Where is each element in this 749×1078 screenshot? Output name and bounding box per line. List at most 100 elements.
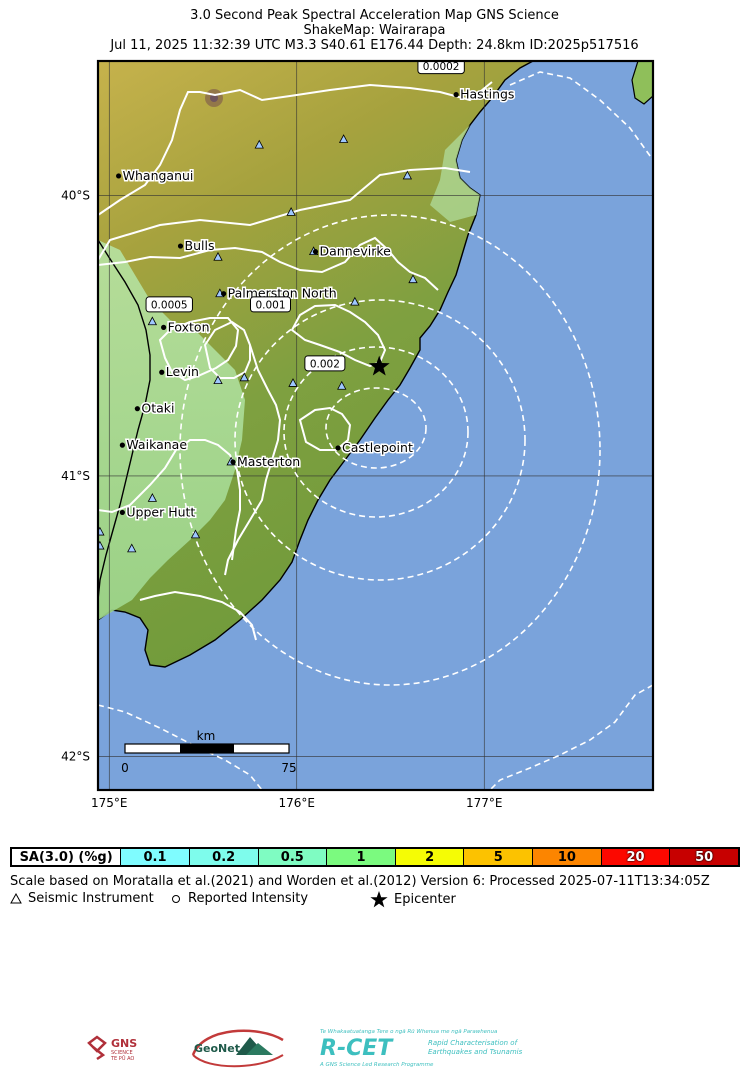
- seismic-instrument-triangle: [213, 375, 223, 385]
- key-instrument-label: Seismic Instrument: [28, 891, 154, 906]
- place-dot: [177, 243, 184, 249]
- place-dot: [465, 50, 470, 55]
- contour-label-box: [417, 61, 465, 75]
- seismic-instrument-triangle: [338, 134, 349, 143]
- rcet-logo-text: R-CET: [320, 1036, 394, 1061]
- lat-lon-grid: [98, 61, 653, 790]
- key-intensity: Reported Intensity: [170, 891, 308, 906]
- key-intensity-label: Reported Intensity: [188, 891, 309, 906]
- triangle-icon: [10, 893, 22, 904]
- geonet-logo: GeoNet: [188, 1025, 288, 1070]
- seismic-instrument-triangle: [408, 274, 418, 284]
- contour-label-text: 0.0005: [151, 299, 188, 311]
- seismic-instrument-triangle: [286, 207, 296, 216]
- scale-bar: km 0 75: [121, 729, 296, 775]
- legend-bin: 2: [394, 849, 464, 865]
- epicenter-star-icon: [368, 355, 390, 376]
- seismic-instrument-triangle: [288, 378, 298, 387]
- legend-bin: 50: [669, 849, 738, 865]
- seismic-instrument-triangle: [402, 170, 413, 180]
- place-dot: [159, 369, 165, 375]
- legend-bin: 1: [326, 849, 395, 865]
- circle-icon: [172, 895, 180, 903]
- rcet-logo-sub2: Earthquakes and Tsunamis: [428, 1048, 523, 1056]
- gns-logo: GNS SCIENCE TE PŪ AO: [85, 1025, 150, 1070]
- rcet-logo-tagline: Te Whakaatuatanga Tere o ngā Rū Whenua m…: [320, 1029, 498, 1035]
- place-dot: [312, 249, 319, 255]
- place-label: Otaki: [141, 401, 174, 416]
- contour-label-text: 0.002: [310, 358, 340, 370]
- place-label: Hastings: [460, 87, 514, 102]
- map-title-line-1: 3.0 Second Peak Spectral Acceleration Ma…: [190, 8, 559, 23]
- seismic-instrument-triangle: [127, 543, 137, 553]
- place-label: Upper Hutt: [126, 504, 195, 519]
- scale-footnote: Scale based on Moratalla et al.(2021) an…: [10, 874, 710, 889]
- legend-bin: 10: [532, 849, 601, 865]
- scale-bar-start: 0: [121, 761, 129, 775]
- contour-labels: 0.0002 0.0005 0.001 0.002: [145, 61, 465, 372]
- geonet-logo-icon: GeoNet: [191, 1029, 284, 1068]
- place-dot: [221, 291, 227, 297]
- seismic-instrument-triangle: [147, 493, 158, 502]
- place-label: Foxton: [168, 319, 210, 334]
- seismic-instrument-triangle: [213, 251, 223, 261]
- seismic-instrument-triangle: [350, 296, 360, 306]
- seismic-instrument-triangle: [98, 540, 105, 550]
- place-label: Whanganui: [123, 168, 194, 183]
- place-dot: [230, 459, 236, 465]
- place-label: Napier: [471, 45, 513, 60]
- map-frame: [96, 59, 655, 792]
- key-epicenter-label: Epicenter: [394, 892, 456, 907]
- key-instrument: Seismic Instrument: [10, 891, 154, 906]
- place-dot: [119, 509, 125, 516]
- seismic-instrument-triangle: [147, 316, 158, 326]
- map-title-line-3: Jul 11, 2025 11:32:39 UTC M3.3 S40.61 E1…: [110, 38, 639, 53]
- seismic-instrument-triangle: [98, 526, 105, 536]
- place-label: Dannevirke: [320, 244, 392, 259]
- legend-bin: 5: [463, 849, 533, 865]
- gns-logo-sub1: SCIENCE: [111, 1050, 133, 1056]
- rcet-logo: Te Whakaatuatanga Tere o ngā Rū Whenua m…: [318, 1025, 538, 1070]
- place-dot: [453, 92, 459, 98]
- seismic-instrument-triangle: [239, 372, 249, 382]
- landmass-east-cape: [631, 61, 653, 105]
- legend-bin: 0.1: [120, 849, 189, 865]
- rcet-logo-sub1: Rapid Characterisation of: [428, 1039, 519, 1047]
- axis-labels: 40°S 41°S 42°S 175°E 176°E 177°E: [61, 189, 502, 810]
- seismic-instrument-triangle: [337, 380, 347, 390]
- seismic-instrument-triangle: [254, 139, 264, 149]
- contour-label-box: [304, 355, 346, 372]
- place-dot: [161, 324, 167, 330]
- lat-label: 41°S: [61, 469, 90, 483]
- lowland-west: [98, 240, 245, 620]
- place-label: Waikanae: [126, 437, 187, 452]
- scale-bar-title: km: [197, 729, 216, 743]
- place-dot: [116, 173, 122, 179]
- lat-label: 42°S: [61, 749, 90, 763]
- place-label: Masterton: [237, 454, 300, 469]
- map-title-line-2: ShakeMap: Wairarapa: [303, 23, 446, 38]
- contours-inner: [98, 81, 493, 641]
- legend-label: SA(3.0) (%g): [12, 849, 121, 865]
- rcet-logo-icon: Te Whakaatuatanga Tere o ngā Rū Whenua m…: [319, 1029, 523, 1068]
- lon-label: 175°E: [91, 796, 128, 810]
- gns-logo-icon: GNS SCIENCE TE PŪ AO: [87, 1035, 137, 1062]
- contour-label-box: [145, 296, 193, 313]
- gns-logo-text: GNS: [111, 1037, 137, 1050]
- place-label: Bulls: [185, 238, 215, 253]
- seismic-instrument-triangle: [381, 34, 389, 42]
- gns-logo-sub2: TE PŪ AO: [110, 1055, 134, 1062]
- place-dot: [134, 406, 140, 412]
- legend-bin: 0.5: [257, 849, 327, 865]
- intensity-legend: SA(3.0) (%g) 0.1 0.2 0.5 1 2 5 10 20 50: [10, 847, 740, 867]
- place-dot: [119, 442, 125, 448]
- lon-label: 176°E: [279, 796, 316, 810]
- contour-label-text: 0.001: [255, 299, 285, 311]
- place-dot: [335, 445, 341, 451]
- lowland-east: [430, 125, 480, 222]
- seismic-instrument-triangle: [190, 529, 201, 539]
- place-label: Levin: [166, 364, 199, 379]
